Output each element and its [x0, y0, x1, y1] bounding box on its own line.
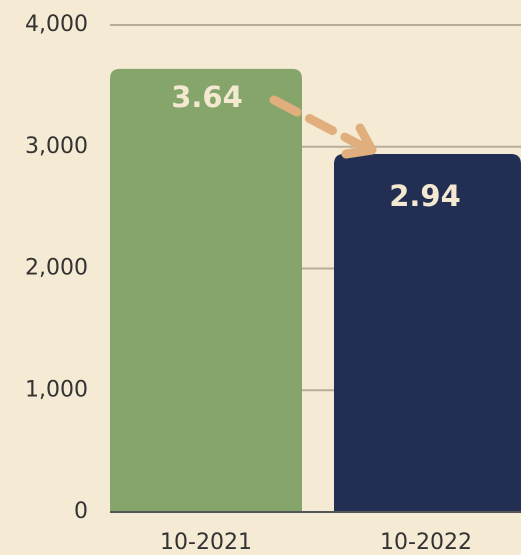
- x-tick-label: 10-2021: [160, 530, 252, 555]
- y-tick-label: 0: [74, 499, 88, 524]
- value-label: 3.64: [171, 80, 243, 114]
- arrow: [269, 95, 365, 150]
- y-tick-label: 2,000: [25, 256, 88, 281]
- bar: [334, 154, 521, 512]
- y-tick-label: 4,000: [25, 12, 88, 37]
- x-tick-label: 10-2022: [380, 530, 472, 555]
- arrow-head: [341, 123, 377, 159]
- bar: [110, 68, 302, 512]
- y-tick-label: 1,000: [25, 377, 88, 402]
- value-label: 2.94: [389, 179, 461, 213]
- y-tick-label: 3,000: [25, 134, 88, 159]
